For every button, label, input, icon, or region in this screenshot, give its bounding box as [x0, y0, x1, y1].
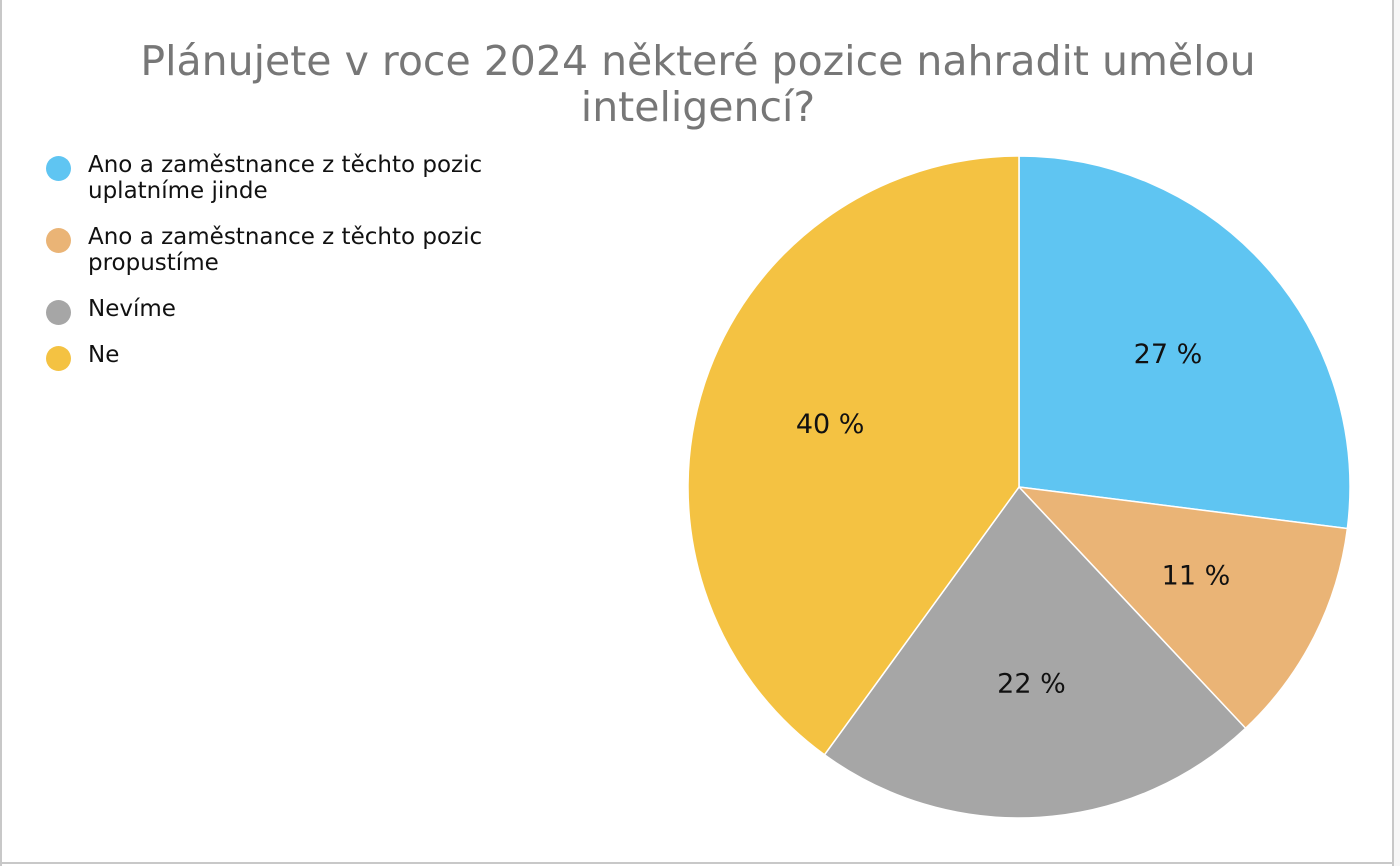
- frame-border-left: [0, 0, 2, 866]
- slice-label: 11 %: [1162, 561, 1231, 592]
- slice-uplatnime-jinde: [1018, 155, 1351, 530]
- chart-title: Plánujete v roce 2024 některé pozice nah…: [140, 37, 1256, 131]
- legend-item-ne: Ne: [46, 342, 566, 371]
- legend-label: Ano a zaměstnance z těchto pozic propust…: [88, 224, 483, 276]
- slice-propustime: [1017, 485, 1349, 730]
- legend-item-nevime: Nevíme: [46, 296, 566, 325]
- legend-label: Ne: [88, 342, 120, 368]
- pie-slices: [687, 155, 1351, 819]
- legend-item-propustime: Ano a zaměstnance z těchto pozic propust…: [46, 224, 566, 276]
- legend-swatch: [46, 346, 71, 371]
- frame-border-right: [1392, 0, 1394, 866]
- legend-swatch: [46, 156, 71, 181]
- legend-item-uplatnime-jinde: Ano a zaměstnance z těchto pozic uplatní…: [46, 152, 566, 204]
- legend-label: Nevíme: [88, 296, 176, 322]
- slice-label: 40 %: [796, 409, 865, 440]
- legend-swatch: [46, 300, 71, 325]
- slice-nevime: [823, 485, 1247, 819]
- pie-labels: 27 % 11 % 22 % 40 %: [796, 339, 1230, 700]
- frame-border-bottom: [0, 862, 1394, 864]
- slice-label: 22 %: [997, 669, 1066, 700]
- spreadsheet-grid-strip: [1394, 0, 1400, 866]
- legend-label: Ano a zaměstnance z těchto pozic uplatní…: [88, 152, 483, 204]
- legend-swatch: [46, 228, 71, 253]
- chart-legend: Ano a zaměstnance z těchto pozic uplatní…: [46, 152, 566, 388]
- slice-ne: [687, 155, 1020, 756]
- slice-label: 27 %: [1134, 339, 1203, 370]
